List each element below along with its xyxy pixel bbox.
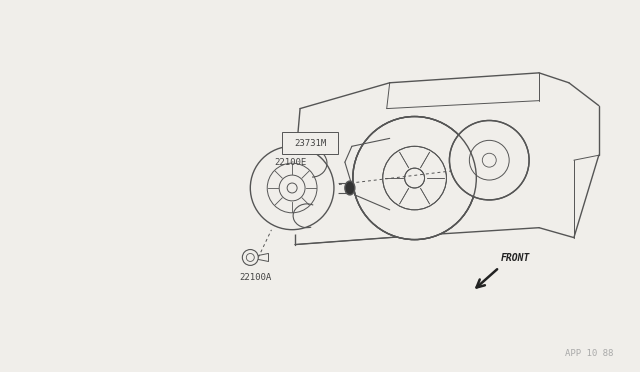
Bar: [282, 132, 338, 154]
Circle shape: [353, 116, 476, 240]
Text: 22100E: 22100E: [274, 158, 307, 167]
Circle shape: [243, 250, 259, 265]
Circle shape: [245, 141, 339, 235]
Ellipse shape: [345, 181, 355, 195]
Text: FRONT: FRONT: [501, 253, 531, 263]
Text: 23731M: 23731M: [294, 139, 326, 148]
Text: 22100A: 22100A: [239, 273, 271, 282]
Circle shape: [449, 121, 529, 200]
Text: APP 10 88: APP 10 88: [564, 349, 613, 358]
